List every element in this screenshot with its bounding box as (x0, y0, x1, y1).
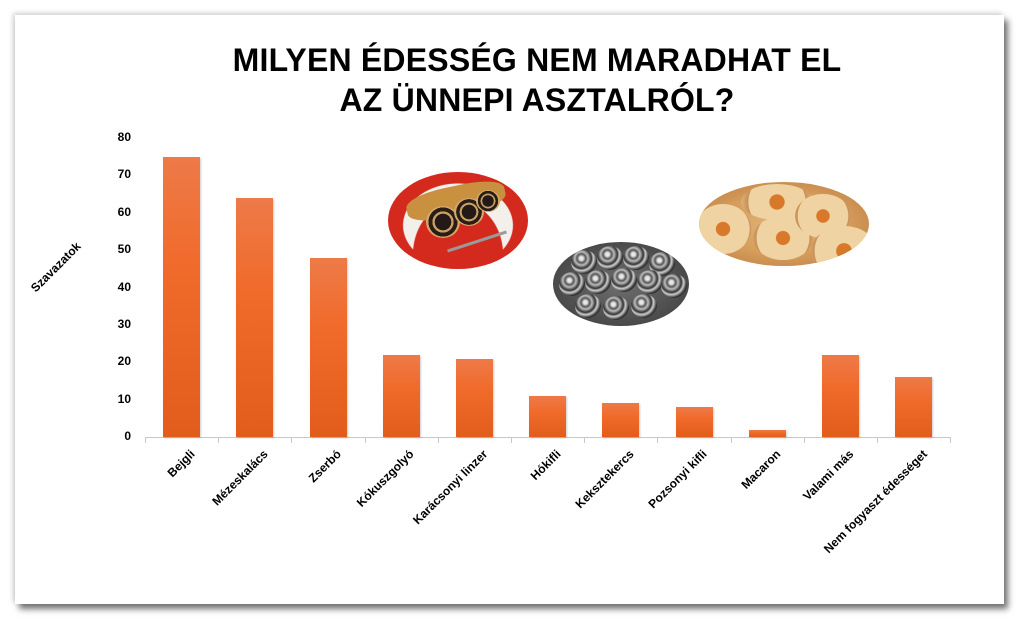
bar-mézeskalács (236, 197, 274, 437)
bar-keksztekercs (602, 403, 640, 437)
x-tick-mark (145, 437, 146, 443)
x-tick-mark (364, 437, 366, 443)
x-tick-mark (877, 437, 878, 443)
bar-kókuszgolyó (382, 354, 420, 437)
x-tick-mark (437, 437, 439, 443)
y-tick-label: 20 (117, 354, 131, 369)
bar-valami-más (821, 354, 859, 437)
x-tick-mark (218, 437, 220, 443)
linzer-photo (699, 182, 869, 266)
bar-hókifli (529, 395, 567, 437)
x-tick-mark (730, 437, 732, 443)
bar-pozsonyi-kifli (675, 407, 713, 437)
y-tick-label: 10 (117, 391, 131, 406)
bejgli-photo (388, 172, 528, 269)
y-tick-label: 60 (117, 204, 131, 219)
x-tick-mark (950, 437, 952, 443)
x-tick-mark (657, 437, 659, 443)
bar-nem-fogyaszt-édességet (895, 377, 933, 437)
chart-title-line1: MILYEN ÉDESSÉG NEM MARADHAT EL (232, 42, 842, 78)
x-axis-line (145, 437, 950, 438)
chart-title-line2: AZ ÜNNEPI ASZTALRÓL? (339, 82, 735, 118)
y-tick-label: 70 (117, 167, 131, 182)
y-tick-label: 0 (124, 429, 131, 443)
x-tick-mark (291, 437, 293, 443)
x-tick-mark (511, 437, 512, 443)
bar-karácsonyi-linzer (455, 358, 493, 437)
x-tick-mark (803, 437, 805, 443)
bar-bejgli (163, 156, 201, 437)
y-tick-label: 50 (117, 242, 131, 257)
x-tick-mark (584, 437, 586, 443)
kokuszgolyo-photo (553, 242, 689, 326)
y-tick-label: 40 (117, 279, 131, 294)
y-tick-label: 30 (117, 316, 131, 331)
chart-title: MILYEN ÉDESSÉG NEM MARADHAT EL AZ ÜNNEPI… (0, 40, 1024, 120)
bar-zserbó (309, 257, 347, 437)
bar-macaron (748, 429, 786, 437)
y-tick-label: 80 (117, 130, 131, 144)
